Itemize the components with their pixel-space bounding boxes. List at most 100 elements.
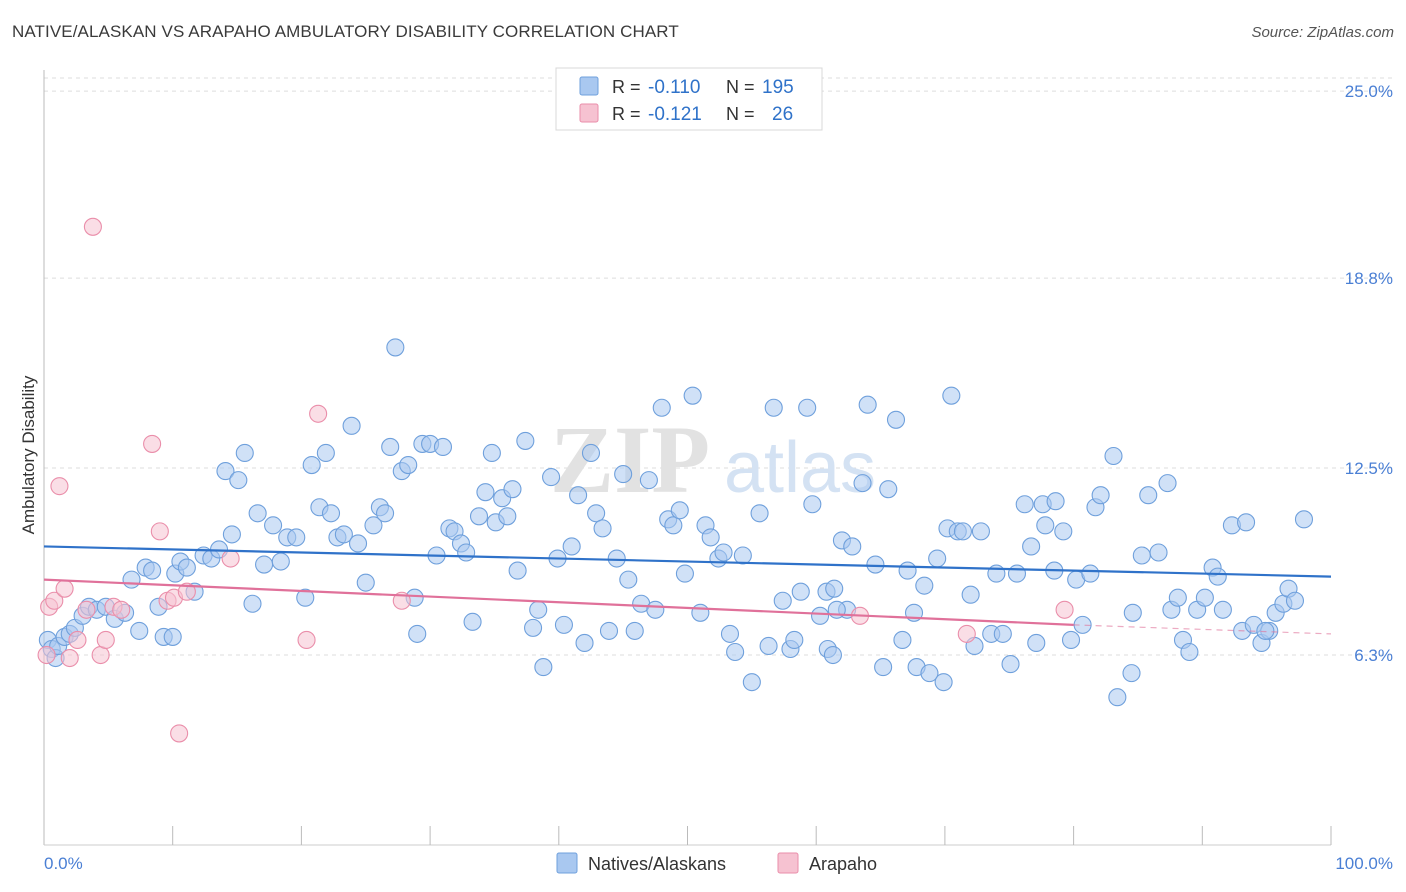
data-point: [593, 519, 612, 538]
trend-line-extrapolated: [1073, 624, 1332, 635]
series-natives-alaskans: [38, 338, 1314, 707]
data-point: [271, 552, 290, 571]
data-point: [742, 673, 761, 692]
legend-n-value-1: 26: [772, 104, 793, 125]
data-point: [68, 630, 87, 649]
legend-bottom-label-arapaho: Arapaho: [809, 854, 877, 874]
legend-n-value-0: 195: [762, 77, 794, 98]
data-point: [143, 561, 162, 580]
data-point: [811, 606, 830, 625]
data-point: [503, 480, 522, 499]
data-point: [381, 437, 400, 456]
data-point: [587, 504, 606, 523]
data-point: [516, 431, 535, 450]
data-point: [639, 471, 658, 490]
data-point: [60, 648, 79, 668]
data-point: [843, 537, 862, 556]
data-point: [463, 612, 482, 631]
data-point: [920, 664, 939, 683]
data-point: [1208, 567, 1227, 586]
data-point: [83, 217, 102, 236]
data-point: [675, 564, 694, 583]
data-point: [45, 591, 64, 610]
data-point: [646, 600, 665, 619]
data-point: [886, 410, 906, 429]
watermark: ZIP atlas: [550, 406, 876, 513]
data-point: [759, 636, 778, 656]
data-point: [554, 615, 573, 634]
legend-bottom: Natives/Alaskans Arapaho: [556, 852, 877, 874]
data-point: [581, 443, 601, 463]
data-point: [356, 573, 375, 592]
legend-bottom-swatch-blue: [556, 852, 578, 874]
data-point: [691, 603, 710, 622]
y-tick-labels: 25.0% 18.8% 12.5% 6.3%: [1345, 82, 1393, 665]
data-point: [163, 627, 182, 646]
data-point: [893, 630, 912, 649]
data-point: [348, 534, 368, 553]
data-point: [942, 386, 961, 405]
data-point: [773, 591, 792, 610]
data-point: [957, 624, 976, 643]
data-point: [482, 443, 501, 463]
source-label: Source: ZipAtlas.com: [1251, 24, 1394, 41]
data-point: [664, 516, 683, 535]
data-point: [37, 645, 56, 665]
legend-top: R = -0.110 N = 195 R = -0.121 N = 26: [555, 67, 823, 131]
legend-top-swatch-pink: [579, 103, 599, 123]
trend-line: [43, 545, 1332, 578]
data-point: [853, 474, 872, 493]
data-point: [1168, 588, 1187, 607]
data-point: [823, 645, 842, 665]
data-point: [953, 522, 972, 541]
data-point: [498, 507, 517, 526]
y-axis-label: Ambulatory Disability: [19, 375, 38, 534]
data-point: [264, 516, 283, 535]
y-tick-label: 12.5%: [1345, 459, 1393, 478]
data-point: [858, 395, 877, 414]
data-point: [915, 576, 934, 595]
data-point: [866, 555, 885, 574]
data-point: [726, 642, 745, 662]
data-point: [898, 561, 917, 580]
data-point: [1285, 591, 1305, 610]
data-point: [1015, 495, 1034, 514]
data-point: [714, 543, 733, 562]
data-point: [170, 724, 189, 743]
data-point: [607, 549, 626, 568]
data-point: [1055, 600, 1074, 619]
data-point: [399, 455, 418, 475]
data-point: [599, 621, 619, 640]
trend-line: [43, 578, 1074, 626]
data-point: [297, 630, 316, 649]
data-point: [614, 465, 633, 484]
data-point: [1122, 664, 1141, 683]
data-point: [803, 495, 822, 514]
data-point: [701, 528, 720, 547]
data-point: [177, 582, 196, 601]
data-point: [1256, 621, 1275, 640]
data-point: [334, 525, 353, 544]
data-point: [112, 600, 131, 619]
data-point: [764, 398, 783, 417]
data-point: [476, 483, 495, 502]
data-point: [150, 522, 169, 541]
data-point: [222, 525, 241, 544]
data-point: [296, 588, 315, 607]
data-point: [575, 633, 594, 653]
data-point: [408, 624, 427, 643]
data-point: [1001, 655, 1020, 674]
grid-lines: [44, 77, 1392, 656]
data-point: [1027, 633, 1046, 653]
data-point: [433, 437, 453, 456]
data-point: [874, 658, 893, 677]
data-point: [386, 338, 405, 357]
data-point: [825, 579, 844, 598]
legend-r-label-1: R =: [612, 104, 641, 124]
data-point: [1081, 564, 1100, 583]
data-point: [879, 480, 898, 499]
data-point: [542, 468, 561, 487]
data-point: [1108, 688, 1127, 707]
data-point: [1007, 564, 1027, 583]
data-point: [529, 600, 548, 619]
